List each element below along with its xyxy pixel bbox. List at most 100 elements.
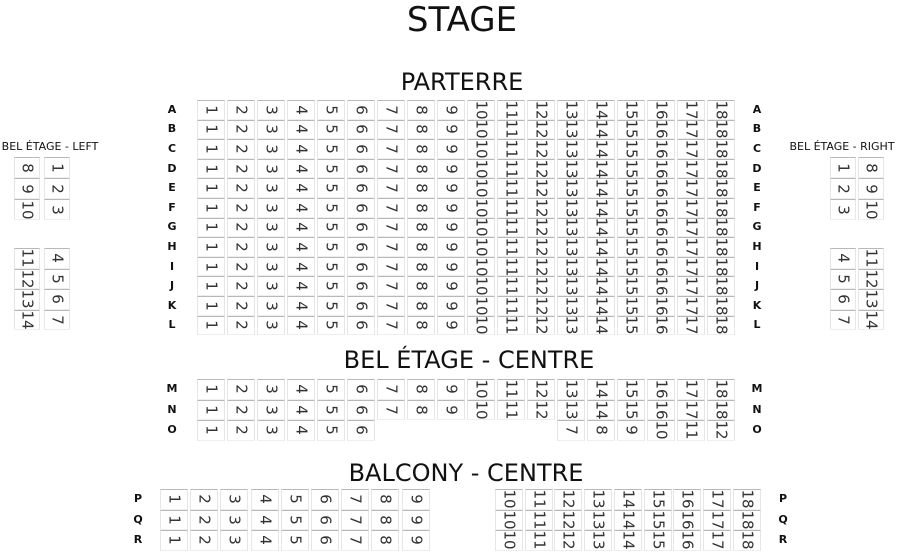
seat[interactable]: 10 (467, 276, 495, 296)
seat[interactable]: 10 (467, 139, 495, 159)
seat[interactable]: 11 (497, 198, 525, 218)
seat[interactable]: 3 (257, 237, 285, 257)
seat[interactable]: 4 (287, 315, 315, 336)
seat[interactable]: 16 (647, 379, 675, 400)
seat[interactable]: 13 (557, 217, 585, 238)
seat[interactable]: 8 (407, 296, 435, 316)
seat[interactable]: 16 (647, 256, 675, 277)
seat[interactable]: 9 (437, 296, 465, 316)
seat[interactable]: 13 (14, 289, 40, 310)
seat[interactable]: 10 (467, 178, 495, 198)
seat[interactable]: 7 (830, 309, 856, 330)
seat[interactable]: 3 (257, 217, 285, 238)
seat[interactable]: 1 (160, 509, 188, 530)
seat[interactable]: 11 (497, 379, 525, 400)
seat[interactable]: 7 (377, 256, 405, 277)
seat[interactable]: 16 (647, 217, 675, 238)
seat[interactable]: 6 (347, 100, 375, 120)
seat[interactable]: 12 (527, 399, 555, 420)
seat[interactable]: 13 (557, 198, 585, 218)
seat[interactable]: 9 (437, 198, 465, 218)
seat[interactable]: 13 (584, 509, 613, 530)
seat[interactable]: 11 (524, 509, 553, 530)
seat[interactable]: 11 (497, 139, 525, 159)
seat[interactable]: 7 (377, 296, 405, 316)
seat[interactable]: 8 (407, 399, 435, 420)
seat[interactable]: 3 (44, 199, 70, 220)
seat[interactable]: 13 (557, 276, 585, 296)
seat[interactable]: 15 (617, 237, 645, 257)
seat[interactable]: 16 (647, 276, 675, 296)
seat[interactable]: 5 (317, 379, 345, 400)
seat[interactable]: 10 (467, 399, 495, 420)
seat[interactable]: 4 (287, 379, 315, 400)
seat[interactable]: 6 (347, 256, 375, 277)
seat[interactable]: 17 (677, 296, 705, 316)
seat[interactable]: 9 (437, 158, 465, 179)
seat[interactable]: 17 (702, 530, 731, 551)
seat[interactable]: 18 (707, 119, 735, 140)
seat[interactable]: 16 (673, 509, 702, 530)
seat[interactable]: 11 (497, 119, 525, 140)
seat[interactable]: 7 (377, 315, 405, 336)
seat[interactable]: 14 (587, 100, 615, 120)
seat[interactable]: 12 (527, 158, 555, 179)
seat[interactable]: 5 (317, 158, 345, 179)
seat[interactable]: 4 (287, 139, 315, 159)
seat[interactable]: 10 (467, 217, 495, 238)
seat[interactable]: 16 (647, 100, 675, 120)
seat[interactable]: 2 (227, 379, 255, 400)
seat[interactable]: 15 (617, 315, 645, 336)
seat[interactable]: 17 (702, 509, 731, 530)
seat[interactable]: 10 (467, 315, 495, 336)
seat[interactable]: 12 (554, 489, 583, 510)
seat[interactable]: 14 (613, 509, 642, 530)
seat[interactable]: 10 (495, 489, 523, 510)
seat[interactable]: 5 (317, 139, 345, 159)
seat[interactable]: 10 (647, 420, 675, 441)
seat[interactable]: 6 (347, 119, 375, 140)
seat[interactable]: 4 (44, 248, 70, 269)
seat[interactable]: 8 (407, 158, 435, 179)
seat[interactable]: 18 (732, 489, 761, 510)
seat[interactable]: 4 (287, 237, 315, 257)
seat[interactable]: 4 (287, 256, 315, 277)
seat[interactable]: 3 (257, 399, 285, 420)
seat[interactable]: 13 (584, 530, 613, 551)
seat[interactable]: 17 (677, 217, 705, 238)
seat[interactable]: 1 (197, 178, 225, 198)
seat[interactable]: 17 (677, 276, 705, 296)
seat[interactable]: 4 (287, 296, 315, 316)
seat[interactable]: 16 (647, 139, 675, 159)
seat[interactable]: 18 (707, 237, 735, 257)
seat[interactable]: 8 (371, 489, 400, 510)
seat[interactable]: 3 (257, 178, 285, 198)
seat[interactable]: 17 (677, 158, 705, 179)
seat[interactable]: 6 (347, 198, 375, 218)
seat[interactable]: 10 (467, 379, 495, 400)
seat[interactable]: 11 (497, 315, 525, 336)
seat[interactable]: 1 (197, 158, 225, 179)
seat[interactable]: 6 (347, 178, 375, 198)
seat[interactable]: 8 (407, 276, 435, 296)
seat[interactable]: 11 (497, 399, 525, 420)
seat[interactable]: 17 (677, 100, 705, 120)
seat[interactable]: 12 (14, 268, 40, 289)
seat[interactable]: 12 (858, 268, 884, 289)
seat[interactable]: 13 (557, 256, 585, 277)
seat[interactable]: 9 (437, 315, 465, 336)
seat[interactable]: 9 (437, 256, 465, 277)
seat[interactable]: 13 (557, 100, 585, 120)
seat[interactable]: 5 (280, 489, 309, 510)
seat[interactable]: 3 (257, 315, 285, 336)
seat[interactable]: 11 (497, 217, 525, 238)
seat[interactable]: 7 (377, 119, 405, 140)
seat[interactable]: 10 (467, 256, 495, 277)
seat[interactable]: 15 (617, 139, 645, 159)
seat[interactable]: 5 (317, 315, 345, 336)
seat[interactable]: 3 (257, 198, 285, 218)
seat[interactable]: 1 (197, 256, 225, 277)
seat[interactable]: 12 (527, 237, 555, 257)
seat[interactable]: 8 (407, 139, 435, 159)
seat[interactable]: 9 (437, 139, 465, 159)
